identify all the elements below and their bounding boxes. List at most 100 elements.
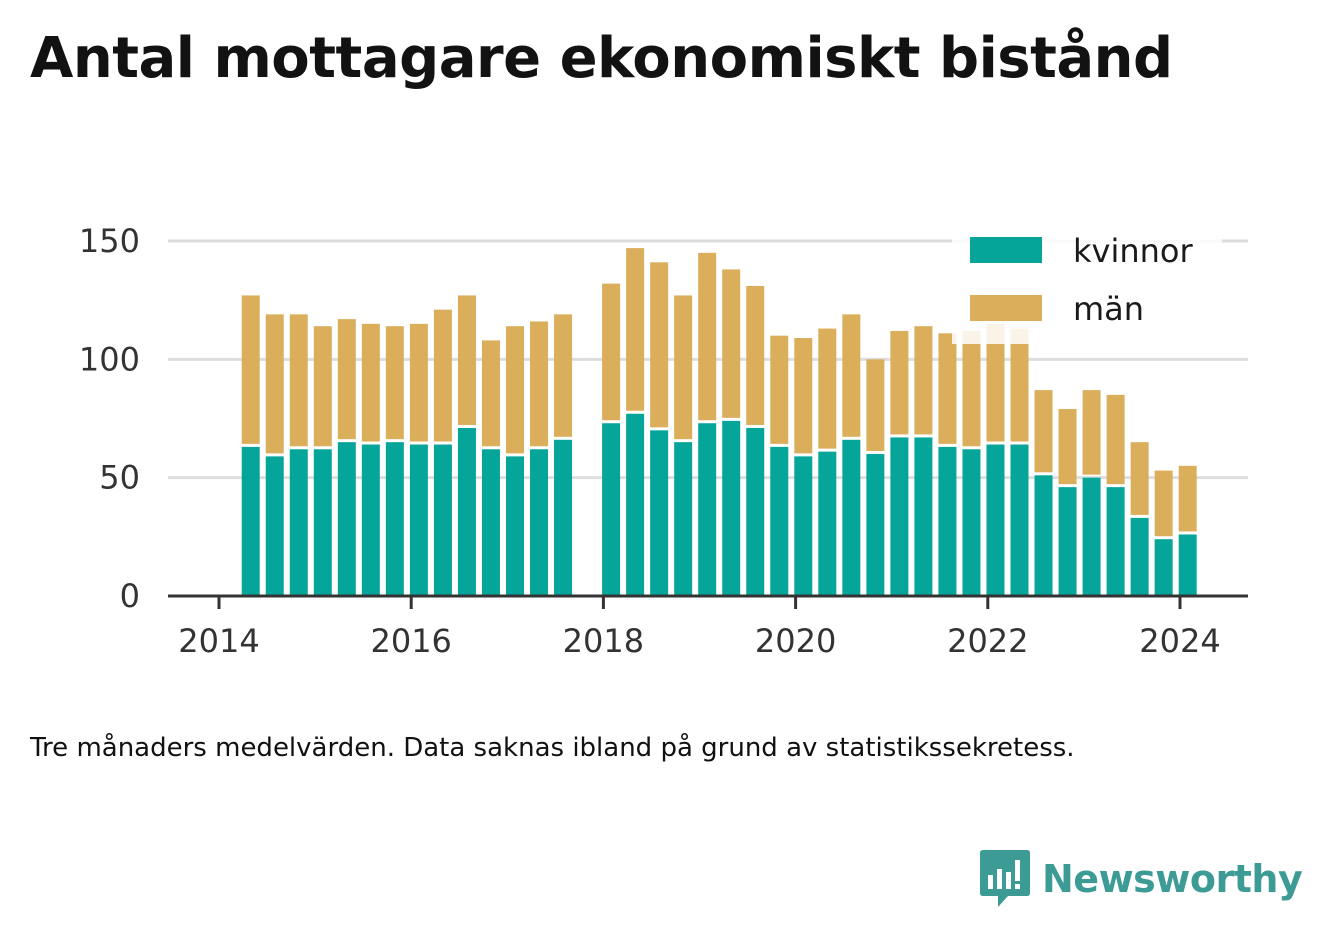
bar-man — [265, 314, 284, 454]
bar-kvinnor — [914, 437, 933, 596]
newsworthy-logo-icon — [980, 850, 1030, 907]
y-tick-label: 100 — [79, 340, 140, 378]
bar-man — [361, 323, 380, 442]
legend-swatch-kvinnor — [970, 237, 1042, 263]
bar-kvinnor — [1082, 477, 1101, 596]
bar-kvinnor — [794, 456, 813, 596]
bar-kvinnor — [770, 446, 789, 596]
y-axis-labels: 0 50 100 150 — [79, 222, 140, 615]
bar-man — [433, 309, 452, 442]
bar-man — [289, 314, 308, 447]
bar-chart: 2014 2016 2018 2020 2022 2024 0 50 100 150 kvinn… — [79, 222, 1248, 660]
bar-kvinnor — [818, 451, 837, 596]
bar-kvinnor — [554, 439, 573, 596]
bar-kvinnor — [650, 430, 669, 596]
bar-man — [530, 321, 549, 447]
bar-man — [337, 319, 356, 440]
bar-kvinnor — [241, 446, 260, 596]
y-tick-label: 50 — [99, 459, 140, 497]
bar-man — [409, 323, 428, 442]
bar-man — [866, 359, 885, 451]
bar-kvinnor — [1178, 534, 1197, 596]
x-tick-label: 2016 — [370, 622, 451, 660]
bar-man — [1106, 394, 1125, 485]
bar-kvinnor — [842, 439, 861, 596]
bar-kvinnor — [1154, 539, 1173, 596]
bar-kvinnor — [265, 456, 284, 596]
bar-man — [938, 333, 957, 444]
bar-kvinnor — [1130, 517, 1149, 596]
bar-kvinnor — [674, 442, 693, 596]
bar-man — [842, 314, 861, 437]
bar-kvinnor — [986, 444, 1005, 596]
bar-man — [650, 262, 669, 428]
legend: kvinnor män — [952, 226, 1222, 344]
bar-man — [481, 340, 500, 447]
bar-kvinnor — [962, 449, 981, 596]
bar-man — [986, 323, 1005, 442]
bar-man — [457, 295, 476, 425]
footnote: Tre månaders medelvärden. Data saknas ib… — [30, 733, 1075, 763]
brand-logo: Newsworthy — [980, 850, 1303, 908]
bar-kvinnor — [890, 437, 909, 596]
bar-kvinnor — [698, 423, 717, 596]
x-tick-label: 2024 — [1139, 622, 1220, 660]
bar-kvinnor — [433, 444, 452, 596]
bar-kvinnor — [722, 420, 741, 596]
brand-name: Newsworthy — [1042, 857, 1303, 901]
bar-man — [914, 326, 933, 435]
bar-kvinnor — [1034, 475, 1053, 596]
legend-label-man: män — [1073, 290, 1144, 328]
bar-kvinnor — [530, 449, 549, 596]
bar-man — [962, 330, 981, 447]
y-tick-label: 150 — [79, 222, 140, 260]
bar-man — [554, 314, 573, 437]
bar-kvinnor — [746, 427, 765, 596]
bar-man — [746, 285, 765, 425]
bar-kvinnor — [626, 413, 645, 596]
bar-kvinnor — [409, 444, 428, 596]
bar-kvinnor — [1010, 444, 1029, 596]
bar-kvinnor — [337, 442, 356, 596]
bar-man — [794, 338, 813, 454]
bar-kvinnor — [361, 444, 380, 596]
bar-man — [1082, 390, 1101, 475]
bar-kvinnor — [481, 449, 500, 596]
y-tick-label: 0 — [120, 577, 140, 615]
bar-kvinnor — [938, 446, 957, 596]
bar-kvinnor — [385, 442, 404, 596]
x-tick-label: 2020 — [755, 622, 836, 660]
bar-man — [1154, 470, 1173, 537]
bar-man — [241, 295, 260, 444]
legend-swatch-man — [970, 295, 1042, 321]
bar-kvinnor — [1106, 487, 1125, 596]
bar-man — [313, 326, 332, 447]
bar-kvinnor — [505, 456, 524, 596]
x-axis: 2014 2016 2018 2020 2022 2024 — [168, 594, 1248, 660]
bar-man — [770, 335, 789, 444]
chart-title: Antal mottagare ekonomiskt bistånd — [30, 26, 1173, 91]
bar-kvinnor — [866, 454, 885, 596]
bar-man — [890, 330, 909, 435]
bar-man — [602, 283, 621, 421]
bar-man — [1010, 328, 1029, 442]
bar-man — [818, 328, 837, 449]
x-tick-label: 2018 — [563, 622, 644, 660]
x-tick-label: 2022 — [947, 622, 1028, 660]
bar-man — [505, 326, 524, 454]
bar-kvinnor — [313, 449, 332, 596]
bar-man — [385, 326, 404, 440]
bars — [241, 248, 1197, 596]
bar-man — [698, 252, 717, 421]
bar-kvinnor — [457, 427, 476, 596]
x-tick-label: 2014 — [178, 622, 259, 660]
bar-man — [1058, 409, 1077, 485]
bar-man — [722, 269, 741, 418]
bar-man — [1130, 442, 1149, 515]
bar-kvinnor — [289, 449, 308, 596]
legend-label-kvinnor: kvinnor — [1073, 232, 1194, 270]
bar-kvinnor — [1058, 487, 1077, 596]
bar-kvinnor — [602, 423, 621, 596]
bar-man — [626, 248, 645, 411]
bar-man — [1178, 465, 1197, 532]
